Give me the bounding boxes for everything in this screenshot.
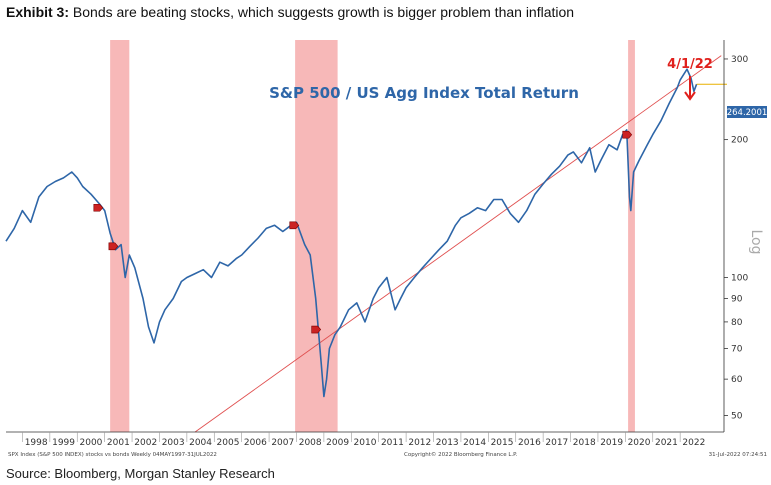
x-tick-label-11: 2009	[326, 438, 349, 448]
exhibit-label: Exhibit 3:	[6, 4, 70, 20]
x-tick-label-5: 2003	[162, 438, 185, 448]
last-value-badge: 264.2001	[727, 106, 768, 118]
x-tick-label-18: 2016	[518, 438, 541, 448]
ratio-series-line	[5, 68, 698, 398]
x-tick-label-14: 2012	[408, 438, 431, 448]
x-tick-label-21: 2019	[600, 438, 623, 448]
y-tick-label-2: 70	[731, 344, 743, 354]
x-tick-label-7: 2005	[217, 438, 240, 448]
x-tick-label-22: 2020	[628, 438, 651, 448]
signal-markers	[93, 130, 633, 334]
y-tick-label-4: 90	[731, 294, 743, 304]
x-tick-label-17: 2015	[491, 438, 514, 448]
footer-right: 31-Jul-2022 07:24:51	[709, 452, 767, 458]
signal-marker-3	[311, 325, 322, 334]
x-tick-label-9: 2007	[271, 438, 294, 448]
x-tick-label-10: 2008	[299, 438, 322, 448]
x-tick-label-6: 2004	[189, 438, 212, 448]
y-tick-label-5: 100	[731, 274, 748, 284]
x-tick-label-8: 2006	[244, 438, 267, 448]
x-tick-label-16: 2014	[463, 438, 486, 448]
signal-marker-4	[622, 130, 633, 139]
x-tick-label-4: 2002	[134, 438, 157, 448]
y-tick-label-0: 50	[731, 411, 743, 421]
signal-marker-0	[93, 203, 104, 212]
y-tick-label-3: 80	[731, 318, 743, 328]
footer-left: SPX Index (S&P 500 INDEX) stocks vs bond…	[8, 452, 217, 458]
last-value-label: 264.2001	[727, 108, 768, 118]
x-tick-label-19: 2017	[545, 438, 568, 448]
x-tick-label-13: 2011	[381, 438, 404, 448]
signal-marker-2	[289, 221, 300, 230]
x-tick-label-12: 2010	[354, 438, 377, 448]
x-axis: 1998 1999 2000 2001 2002 2003 2004 2005 2006 2007…	[6, 431, 724, 448]
x-tick-label-1: 1999	[52, 438, 75, 448]
log-scale-label: Log	[748, 229, 764, 254]
footer-center: Copyright© 2022 Bloomberg Finance L.P.	[404, 451, 518, 458]
y-tick-label-7: 300	[731, 55, 748, 65]
exhibit-text: Bonds are beating stocks, which suggests…	[69, 4, 575, 20]
chart-title: S&P 500 / US Agg Index Total Return	[269, 84, 579, 102]
x-tick-label-2: 2000	[80, 438, 103, 448]
y-tick-label-6: 200	[731, 136, 748, 146]
trendline	[194, 55, 722, 433]
signal-marker-1	[108, 242, 119, 251]
x-tick-label-24: 2022	[682, 438, 705, 448]
y-axis: 50 60 70 80 90 100 200 300	[723, 40, 748, 432]
recession-band-0	[110, 40, 130, 432]
annotation-arrow	[684, 76, 696, 101]
x-tick-label-23: 2021	[655, 438, 678, 448]
x-tick-label-15: 2013	[436, 438, 459, 448]
recession-band-2	[628, 40, 635, 432]
annotation-label: 4/1/22	[667, 57, 713, 72]
y-tick-label-1: 60	[731, 375, 743, 385]
source-note: Source: Bloomberg, Morgan Stanley Resear…	[6, 466, 275, 481]
x-tick-label-20: 2018	[573, 438, 596, 448]
x-tick-label-0: 1998	[25, 438, 48, 448]
x-tick-label-3: 2001	[107, 438, 130, 448]
exhibit-title: Exhibit 3: Bonds are beating stocks, whi…	[6, 4, 574, 20]
